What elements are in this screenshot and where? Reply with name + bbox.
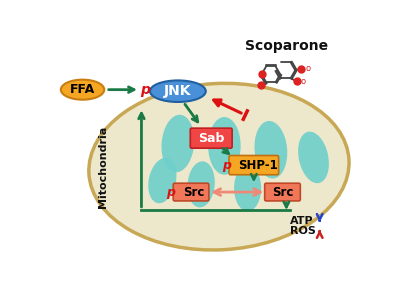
- Text: o: o: [301, 77, 306, 86]
- Text: Sab: Sab: [198, 132, 224, 145]
- Ellipse shape: [162, 115, 194, 172]
- Ellipse shape: [234, 165, 261, 211]
- FancyBboxPatch shape: [265, 183, 300, 201]
- FancyBboxPatch shape: [190, 128, 232, 148]
- Ellipse shape: [298, 132, 329, 183]
- Text: p: p: [140, 83, 150, 97]
- Text: o: o: [305, 64, 310, 73]
- Ellipse shape: [254, 121, 287, 179]
- Ellipse shape: [61, 80, 104, 100]
- Text: Src: Src: [272, 186, 293, 198]
- FancyBboxPatch shape: [173, 183, 209, 201]
- Text: p: p: [222, 159, 231, 172]
- Text: SHP-1: SHP-1: [238, 159, 278, 172]
- Text: Scoparone: Scoparone: [245, 39, 328, 53]
- Text: Mitochondria: Mitochondria: [98, 125, 108, 208]
- Ellipse shape: [148, 158, 176, 203]
- Text: Src: Src: [184, 186, 205, 198]
- Text: p: p: [166, 186, 175, 198]
- Text: ATP: ATP: [290, 215, 314, 226]
- Ellipse shape: [188, 161, 215, 207]
- Ellipse shape: [89, 83, 349, 250]
- Ellipse shape: [150, 80, 206, 102]
- FancyBboxPatch shape: [229, 156, 279, 175]
- Text: JNK: JNK: [164, 84, 192, 98]
- Text: ROS: ROS: [290, 226, 316, 236]
- Text: FFA: FFA: [70, 83, 95, 96]
- Ellipse shape: [208, 117, 241, 175]
